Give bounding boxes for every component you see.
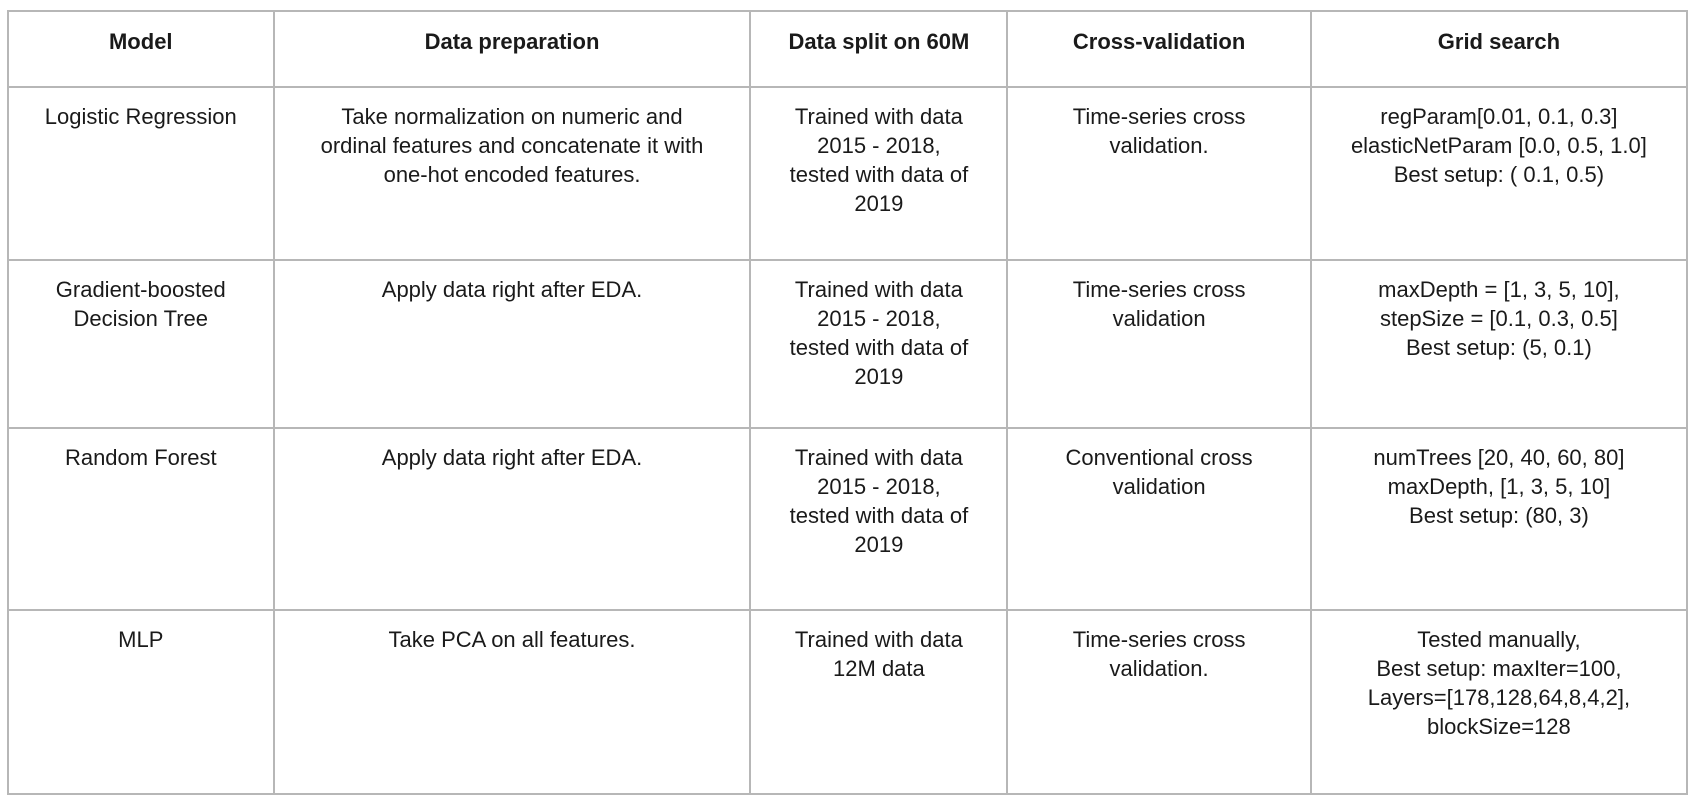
cell-line: Gradient-boosted xyxy=(55,277,226,302)
cell-line: Time-series cross xyxy=(1072,627,1246,652)
cell-line: Tested manually, xyxy=(1417,627,1581,652)
cell-cross-validation: Time-series cross validation. xyxy=(1006,86,1312,261)
cell-data-split: Trained with data 2015 - 2018, tested wi… xyxy=(749,259,1009,429)
cell-line: Best setup: ( 0.1, 0.5) xyxy=(1393,162,1605,187)
cell-grid-search: numTrees [20, 40, 60, 80] maxDepth, [1, … xyxy=(1309,427,1689,611)
cell-model: Gradient-boosted Decision Tree xyxy=(7,259,275,429)
cell-line: validation. xyxy=(1109,656,1209,681)
cell-line: Trained with data xyxy=(794,104,963,129)
cell-data-preparation: Take PCA on all features. xyxy=(272,609,752,795)
cell-line: Best setup: (5, 0.1) xyxy=(1405,335,1592,360)
cell-line: Decision Tree xyxy=(73,306,209,331)
cell-line: 2019 xyxy=(854,532,904,557)
cell-line: 2019 xyxy=(854,364,904,389)
cell-line: Time-series cross xyxy=(1072,104,1246,129)
cell-line: validation. xyxy=(1109,133,1209,158)
results-table: Model Data preparation Data split on 60M… xyxy=(7,10,1689,795)
cell-line: maxDepth = [1, 3, 5, 10], xyxy=(1378,277,1620,302)
cell-line: 2019 xyxy=(854,191,904,216)
cell-cross-validation: Conventional cross validation xyxy=(1006,427,1312,611)
cell-line: Time-series cross xyxy=(1072,277,1246,302)
header-data-split: Data split on 60M xyxy=(749,10,1009,88)
cell-line: validation xyxy=(1112,474,1206,499)
header-data-preparation: Data preparation xyxy=(272,10,752,88)
table-row: Logistic Regression Take normalization o… xyxy=(7,86,1689,261)
cell-line: Take PCA on all features. xyxy=(388,627,636,652)
cell-cross-validation: Time-series cross validation xyxy=(1006,259,1312,429)
cell-data-preparation: Apply data right after EDA. xyxy=(272,427,752,611)
cell-line: 2015 - 2018, xyxy=(817,306,941,331)
cell-line: Apply data right after EDA. xyxy=(381,277,643,302)
cell-line: Best setup: maxIter=100, xyxy=(1376,656,1622,681)
cell-line: Trained with data xyxy=(794,445,963,470)
cell-line: 2015 - 2018, xyxy=(817,133,941,158)
cell-line: 12M data xyxy=(833,656,925,681)
cell-line: Take normalization on numeric and xyxy=(341,104,683,129)
cell-line: maxDepth, [1, 3, 5, 10] xyxy=(1387,474,1611,499)
cell-model: MLP xyxy=(7,609,275,795)
cell-data-split: Trained with data 12M data xyxy=(749,609,1009,795)
cell-line: tested with data of xyxy=(789,162,969,187)
header-row: Model Data preparation Data split on 60M… xyxy=(7,10,1689,88)
header-cross-validation: Cross-validation xyxy=(1006,10,1312,88)
cell-line: blockSize=128 xyxy=(1427,714,1571,739)
cell-line: tested with data of xyxy=(789,335,969,360)
cell-line: Best setup: (80, 3) xyxy=(1409,503,1589,528)
table-row: Gradient-boosted Decision Tree Apply dat… xyxy=(7,259,1689,429)
cell-line: Trained with data xyxy=(794,627,963,652)
header-model: Model xyxy=(7,10,275,88)
cell-line: ordinal features and concatenate it with xyxy=(320,133,704,158)
header-grid-search: Grid search xyxy=(1309,10,1689,88)
table-row: Random Forest Apply data right after EDA… xyxy=(7,427,1689,611)
cell-line: Logistic Regression xyxy=(44,104,237,129)
cell-cross-validation: Time-series cross validation. xyxy=(1006,609,1312,795)
cell-line: tested with data of xyxy=(789,503,969,528)
cell-grid-search: regParam[0.01, 0.1, 0.3] elasticNetParam… xyxy=(1309,86,1689,261)
cell-line: validation xyxy=(1112,306,1206,331)
cell-line: MLP xyxy=(118,627,164,652)
cell-line: Trained with data xyxy=(794,277,963,302)
cell-line: Apply data right after EDA. xyxy=(381,445,643,470)
cell-line: elasticNetParam [0.0, 0.5, 1.0] xyxy=(1350,133,1647,158)
cell-line: Layers=[178,128,64,8,4,2], xyxy=(1367,685,1631,710)
cell-model: Random Forest xyxy=(7,427,275,611)
cell-grid-search: Tested manually, Best setup: maxIter=100… xyxy=(1309,609,1689,795)
cell-line: Random Forest xyxy=(64,445,217,470)
cell-grid-search: maxDepth = [1, 3, 5, 10], stepSize = [0.… xyxy=(1309,259,1689,429)
cell-line: stepSize = [0.1, 0.3, 0.5] xyxy=(1379,306,1618,331)
cell-data-preparation: Apply data right after EDA. xyxy=(272,259,752,429)
cell-line: 2015 - 2018, xyxy=(817,474,941,499)
cell-model: Logistic Regression xyxy=(7,86,275,261)
cell-line: one-hot encoded features. xyxy=(383,162,641,187)
table-row: MLP Take PCA on all features. Trained wi… xyxy=(7,609,1689,795)
cell-data-split: Trained with data 2015 - 2018, tested wi… xyxy=(749,427,1009,611)
cell-line: regParam[0.01, 0.1, 0.3] xyxy=(1380,104,1618,129)
cell-data-preparation: Take normalization on numeric and ordina… xyxy=(272,86,752,261)
cell-data-split: Trained with data 2015 - 2018, tested wi… xyxy=(749,86,1009,261)
cell-line: numTrees [20, 40, 60, 80] xyxy=(1373,445,1625,470)
cell-line: Conventional cross xyxy=(1065,445,1253,470)
